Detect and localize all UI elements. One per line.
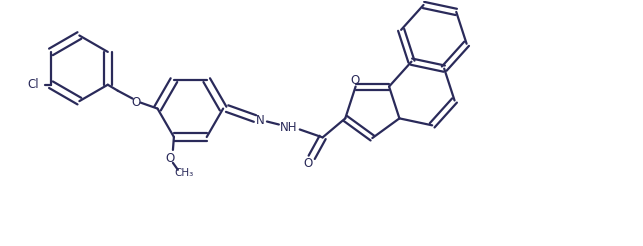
Text: Cl: Cl	[27, 78, 39, 91]
Text: N: N	[256, 114, 264, 127]
Text: O: O	[303, 157, 312, 170]
Text: O: O	[350, 74, 359, 87]
Text: NH: NH	[280, 121, 298, 134]
Text: O: O	[131, 96, 140, 109]
Text: O: O	[165, 152, 174, 165]
Text: CH₃: CH₃	[174, 168, 194, 178]
